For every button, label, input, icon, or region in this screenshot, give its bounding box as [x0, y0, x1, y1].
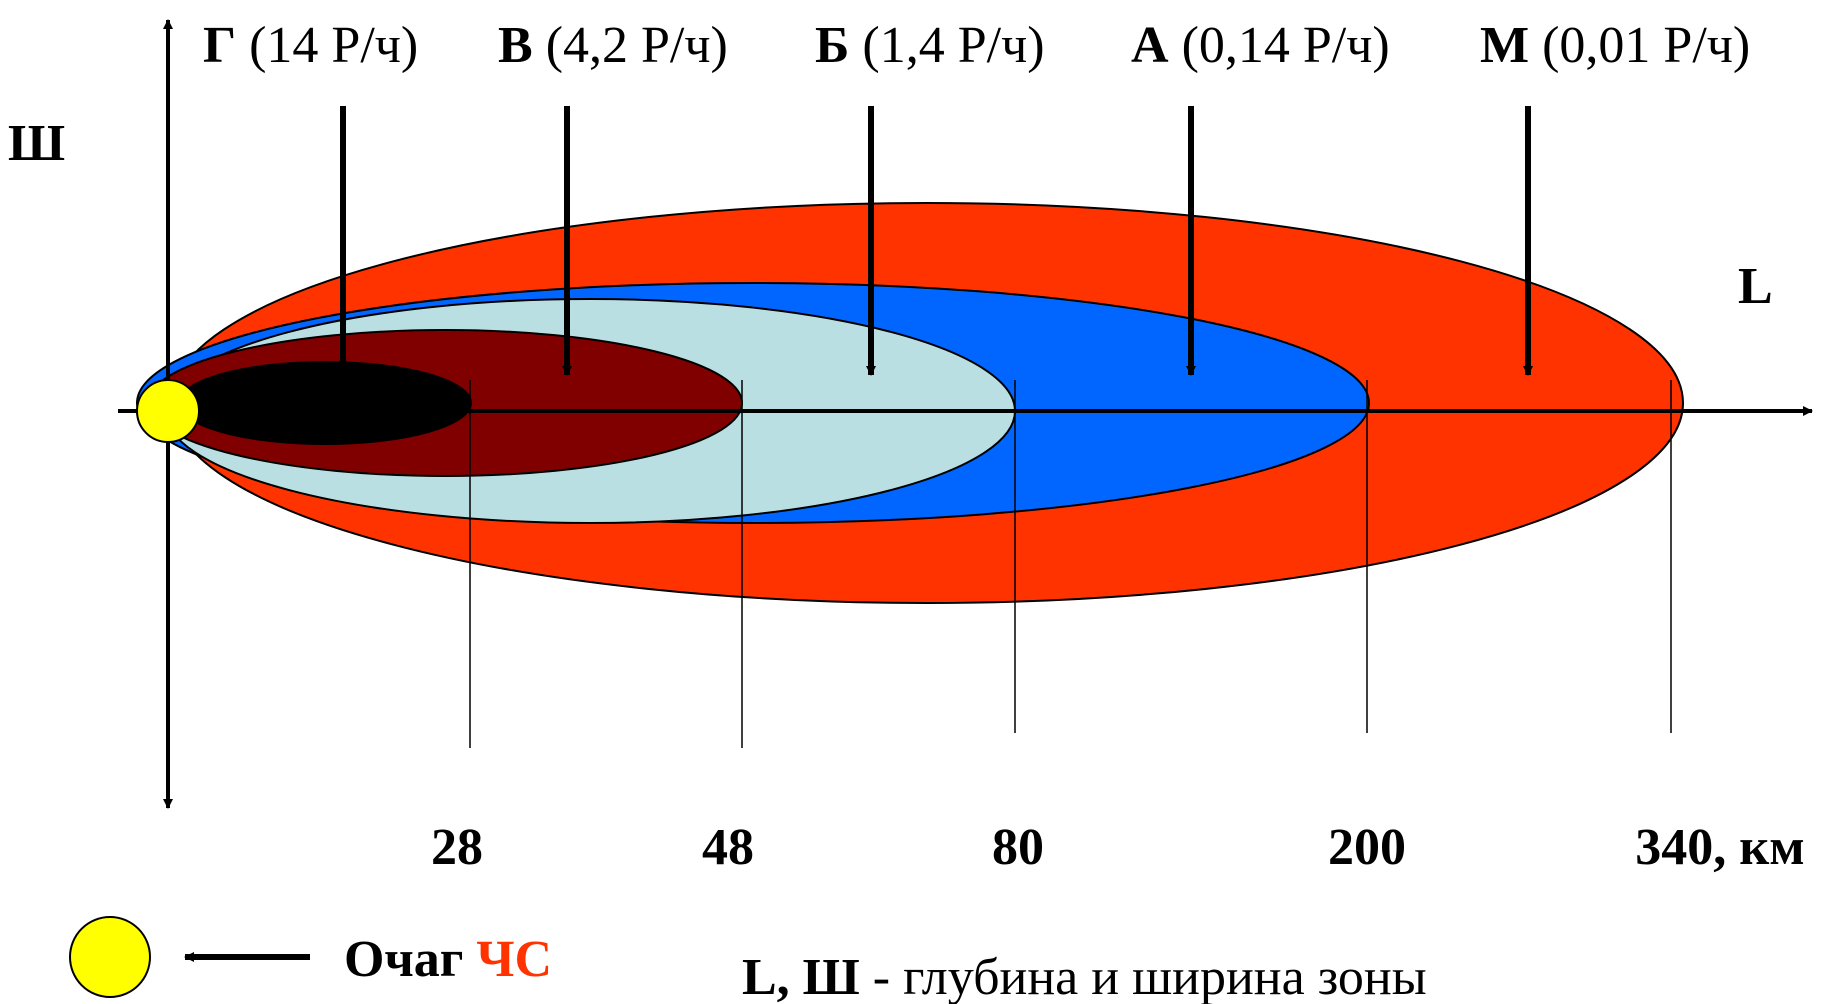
- distance-tick-labels: 28 48 80 200 340, км: [431, 819, 1805, 876]
- tick-label: 28: [431, 819, 483, 876]
- zone-label-g: Г (14 Р/ч): [203, 17, 418, 74]
- distance-gridlines: [469, 380, 1672, 748]
- legend-source-marker: [69, 916, 151, 998]
- legend-source-label: Очаг ЧС: [344, 931, 552, 988]
- x-axis-label: L: [1738, 258, 1773, 315]
- legend: Очаг ЧС L, Ш - глубина и ширина зоны: [69, 916, 1427, 1004]
- y-axis-label: Ш: [8, 115, 65, 172]
- zone-g-ellipse: [178, 361, 472, 445]
- source-marker: [136, 379, 200, 443]
- legend-definition: L, Ш - глубина и ширина зоны: [742, 949, 1427, 1004]
- tick-label: 48: [702, 819, 754, 876]
- tick-label: 200: [1328, 819, 1406, 876]
- zone-label-a: А (0,14 Р/ч): [1131, 17, 1390, 74]
- zone-label-b: Б (1,4 Р/ч): [815, 17, 1045, 74]
- zone-label-m: М (0,01 Р/ч): [1480, 17, 1750, 74]
- tick-label: 340, км: [1635, 819, 1804, 876]
- zone-labels: Г (14 Р/ч) В (4,2 Р/ч) Б (1,4 Р/ч) А (0,…: [203, 17, 1750, 74]
- zone-arrows: [338, 106, 1533, 376]
- zone-label-v: В (4,2 Р/ч): [498, 17, 728, 74]
- tick-label: 80: [992, 819, 1044, 876]
- legend-source-highlight: ЧС: [476, 931, 552, 988]
- zone-ellipses: [136, 202, 1684, 604]
